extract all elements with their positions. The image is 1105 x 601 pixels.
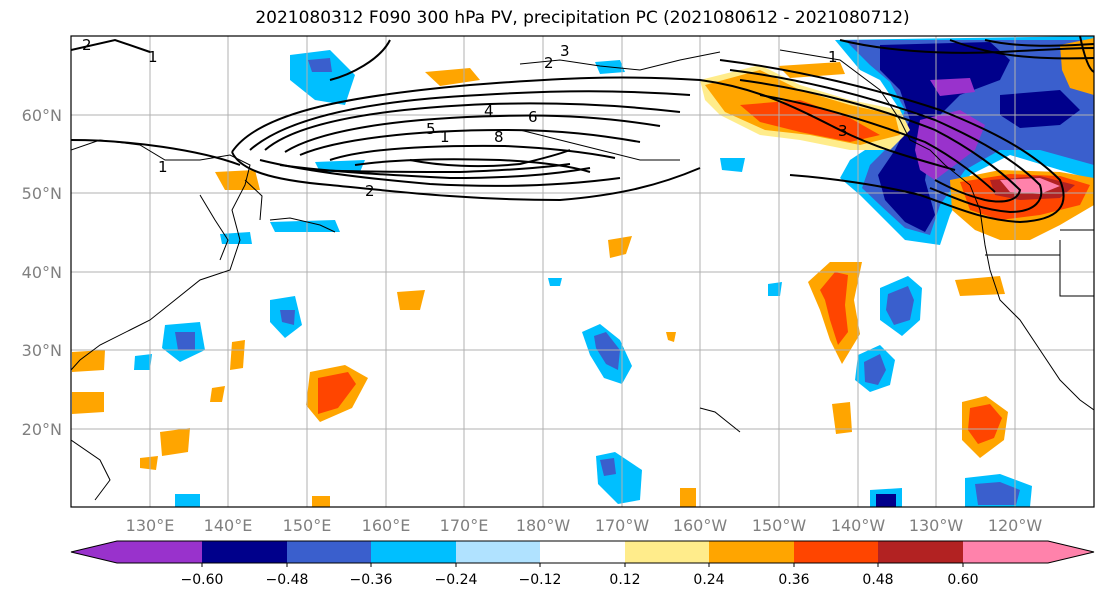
colorbar-tick-label: −0.24 (435, 572, 478, 588)
lon-label: 180°W (516, 516, 571, 535)
colorbar-tick-label: −0.60 (181, 572, 224, 588)
colorbar-swatch (371, 541, 456, 563)
lat-label: 60°N (22, 106, 62, 125)
coastlines (71, 49, 1094, 501)
lon-label: 150°W (752, 516, 807, 535)
pv-contour-label: 5 (426, 120, 436, 138)
pv-contour-label: 2 (365, 182, 375, 200)
colorbar: −0.60 −0.48 −0.36 −0.24 −0.12 0.12 0.24 … (70, 540, 1095, 588)
colorbar-tick-label: 0.24 (693, 572, 724, 588)
colorbar-swatch (117, 541, 202, 563)
lon-label: 150°E (283, 516, 332, 535)
colorbar-swatch (287, 541, 371, 563)
latitude-labels: 60°N 50°N 40°N 30°N 20°N (22, 106, 62, 439)
colorbar-tick-label: 0.12 (609, 572, 640, 588)
pv-contour-label: 3 (838, 122, 848, 140)
lon-label: 160°E (362, 516, 411, 535)
colorbar-tick-label: 0.60 (947, 572, 978, 588)
longitude-labels: 130°E 140°E 150°E 160°E 170°E 180°W 170°… (126, 516, 1043, 535)
lon-label: 170°W (595, 516, 650, 535)
pv-contours (71, 36, 1094, 224)
colorbar-swatch (456, 541, 540, 563)
map-title: 2021080312 F090 300 hPa PV, precipitatio… (255, 8, 910, 28)
colorbar-swatch (625, 541, 709, 563)
colorbar-extend-low (71, 541, 117, 563)
pv-contour-label: 2 (544, 54, 554, 72)
colorbar-swatch (794, 541, 878, 563)
colorbar-swatch (878, 541, 963, 563)
colorbar-tick-label: −0.12 (519, 572, 562, 588)
lon-label: 140°E (204, 516, 253, 535)
map-frame (70, 35, 1095, 508)
map-content (71, 36, 1094, 507)
lon-label: 140°W (831, 516, 886, 535)
lat-label: 30°N (22, 341, 62, 360)
colorbar-tick-label: −0.36 (350, 572, 393, 588)
colorbar-tick-label: −0.48 (266, 572, 309, 588)
lon-label: 130°E (126, 516, 175, 535)
lat-label: 50°N (22, 184, 62, 203)
colorbar-tick-label: 0.36 (778, 572, 809, 588)
lat-label: 40°N (22, 263, 62, 282)
lon-label: 170°E (440, 516, 489, 535)
colorbar-swatch (202, 541, 287, 563)
pv-contour-label: 1 (158, 158, 168, 176)
pv-contour-label: 2 (82, 36, 92, 54)
pv-contour-label: 1 (440, 128, 450, 146)
pv-contour-label: 6 (528, 108, 538, 126)
colorbar-extend-high (963, 541, 1094, 563)
colorbar-ticks (201, 563, 964, 567)
lon-label: 120°W (988, 516, 1043, 535)
colorbar-swatch (540, 541, 625, 563)
pv-contour-label: 3 (560, 42, 570, 60)
lon-label: 160°W (673, 516, 728, 535)
lat-label: 20°N (22, 420, 62, 439)
colorbar-tick-label: 0.48 (862, 572, 893, 588)
colorbar-swatch (709, 541, 794, 563)
pv-contour-label: 8 (494, 128, 504, 146)
lon-label: 130°W (909, 516, 964, 535)
pv-contour-label: 1 (828, 48, 838, 66)
pv-contour-label: 4 (484, 102, 494, 120)
pv-contour-label: 1 (148, 48, 158, 66)
pv-contour-label-group: 1 1 1 1 2 2 2 3 3 4 5 6 8 (82, 36, 848, 200)
colorbar-outline (70, 540, 1095, 564)
